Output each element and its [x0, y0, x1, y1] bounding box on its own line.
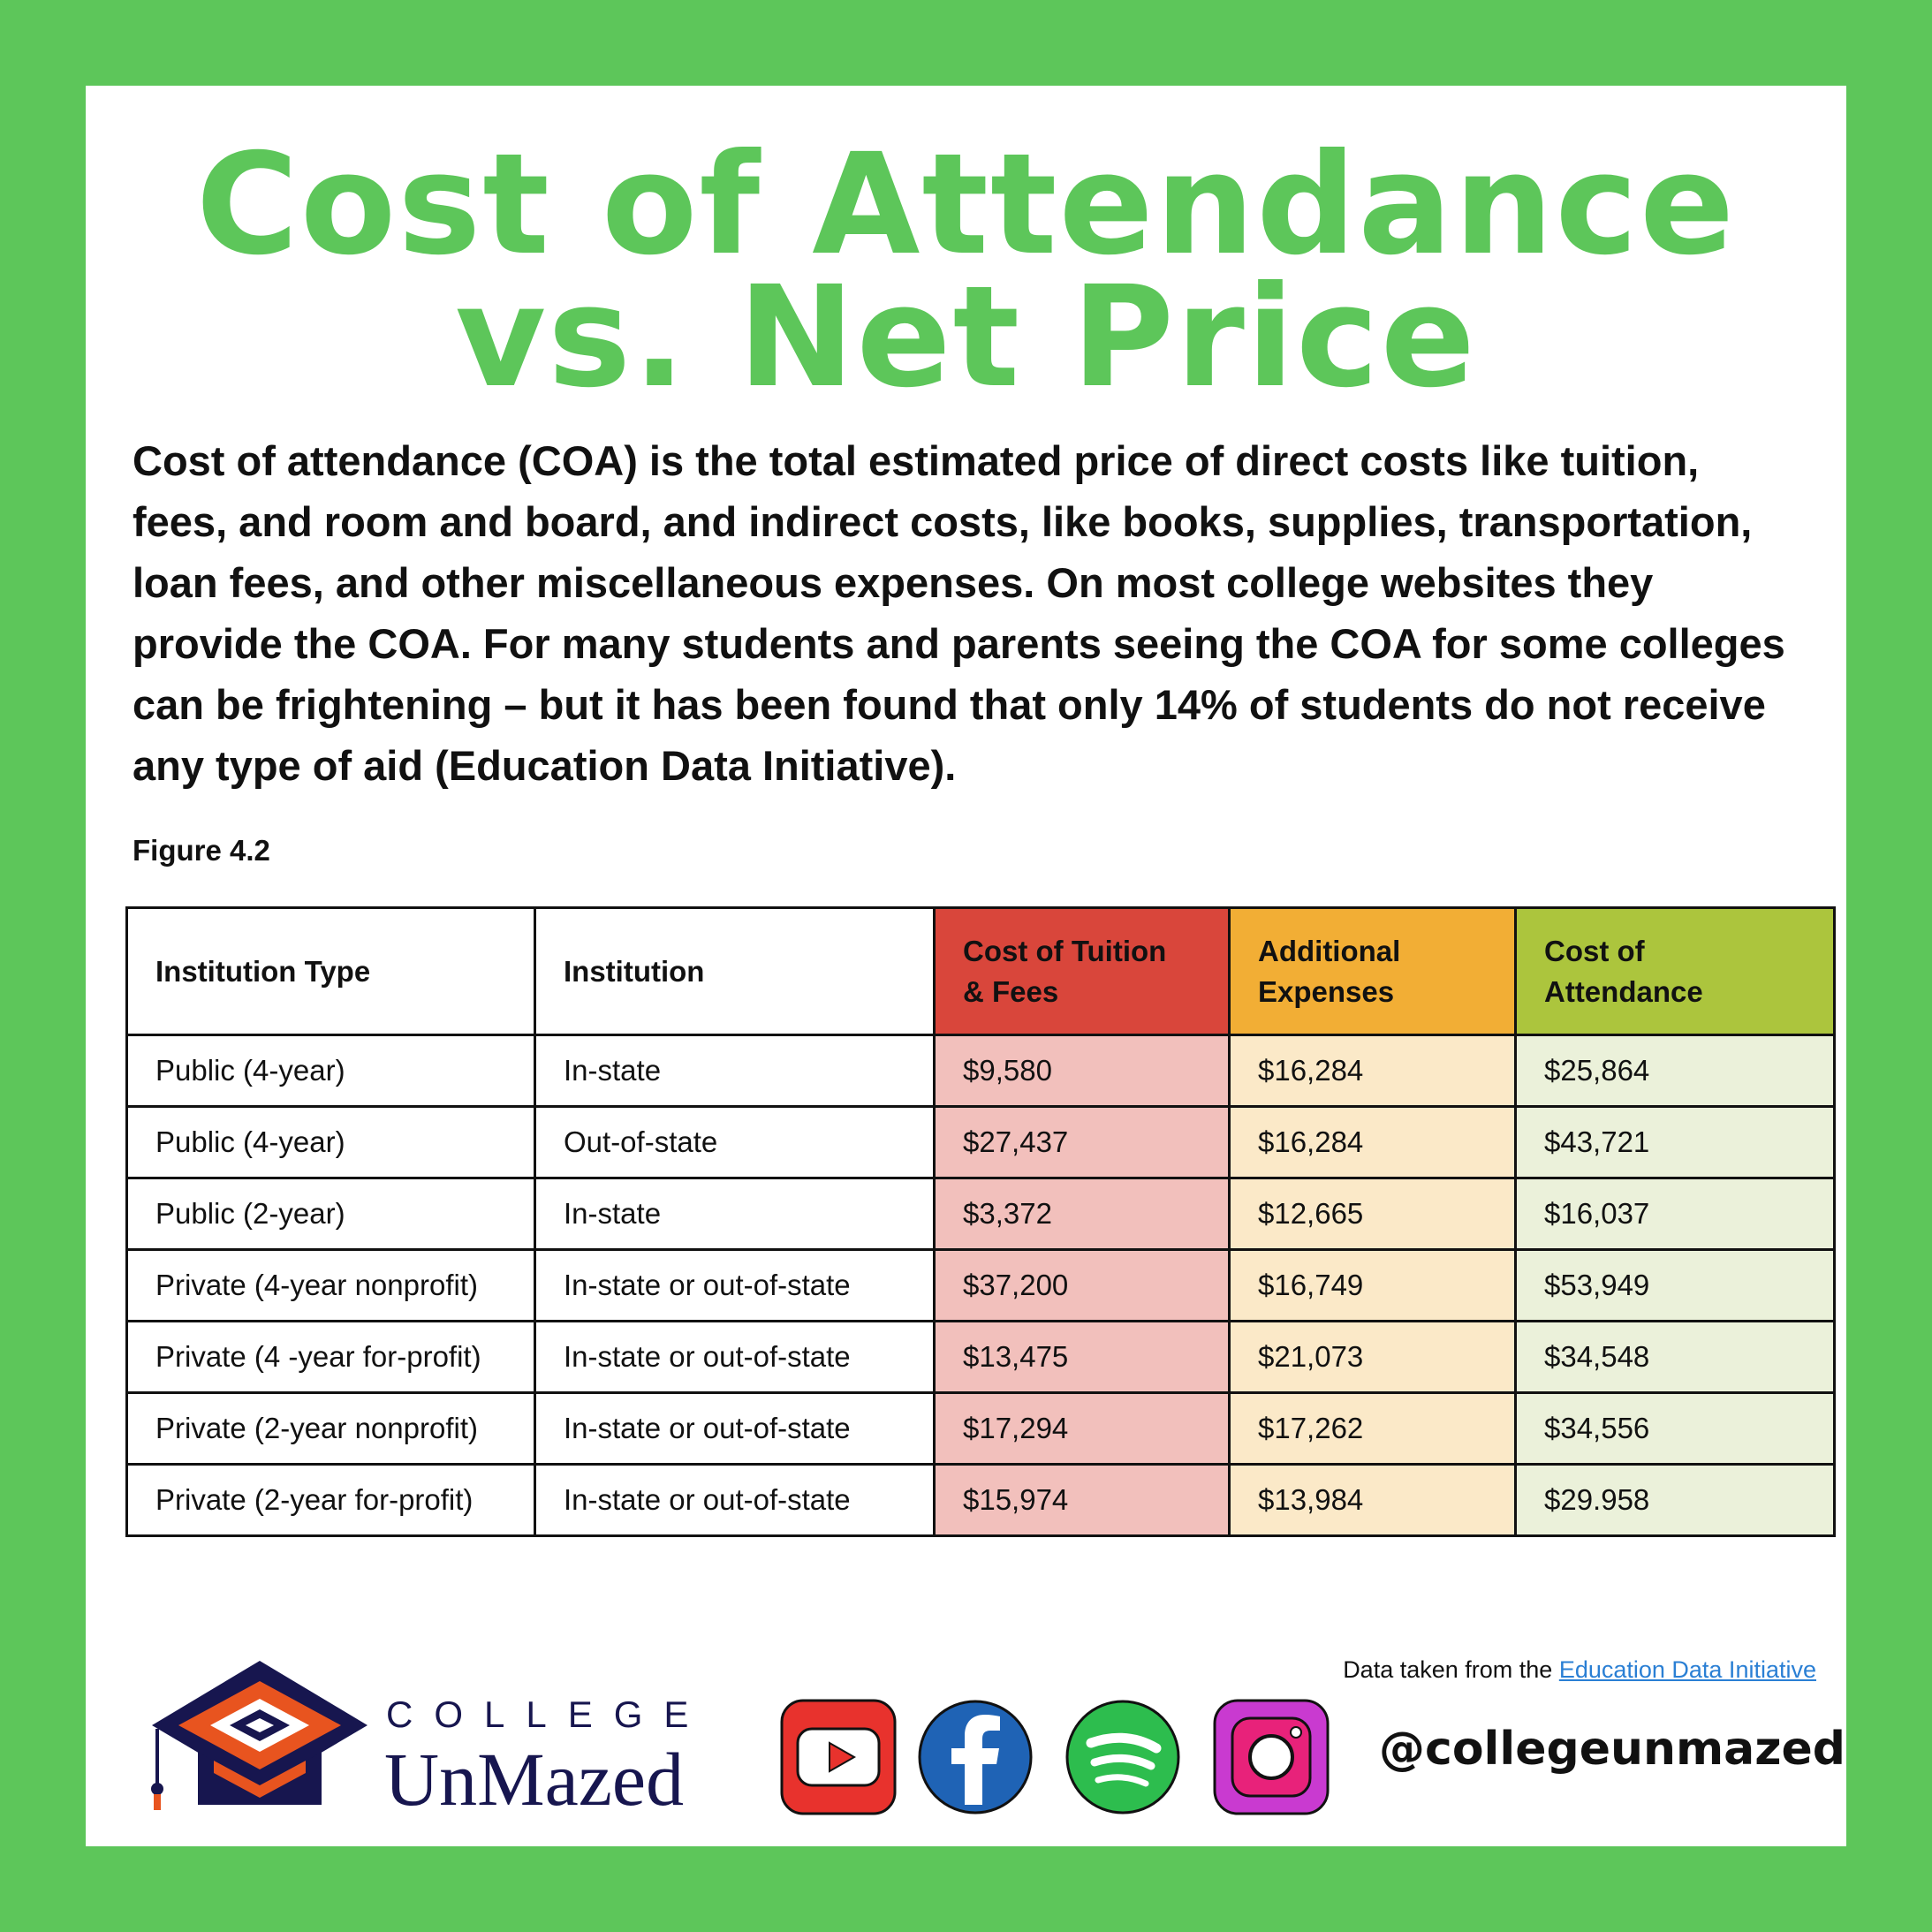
cell-additional: $16,284 [1228, 1105, 1517, 1179]
cell-type: Public (4-year) [125, 1105, 536, 1179]
header-coa: Cost of Attendance [1514, 906, 1836, 1036]
cell-coa: $25,864 [1514, 1034, 1836, 1108]
cell-tuition: $3,372 [933, 1177, 1231, 1251]
cell-tuition: $15,974 [933, 1463, 1231, 1537]
title-line-2: vs. Net Price [455, 256, 1477, 419]
table-row: Public (4-year) In-state $9,580 $16,284 … [125, 1034, 1836, 1108]
cell-institution: In-state or out-of-state [534, 1248, 936, 1322]
cell-type: Public (2-year) [125, 1177, 536, 1251]
cell-institution: In-state or out-of-state [534, 1463, 936, 1537]
table-row: Private (2-year for-profit) In-state or … [125, 1463, 1836, 1537]
cell-coa: $34,548 [1514, 1320, 1836, 1394]
cell-additional: $21,073 [1228, 1320, 1517, 1394]
cell-additional: $17,262 [1228, 1391, 1517, 1466]
cell-coa: $16,037 [1514, 1177, 1836, 1251]
figure-label: Figure 4.2 [133, 834, 270, 867]
intro-paragraph: Cost of attendance (COA) is the total es… [133, 437, 1785, 789]
social-handle: @collegeunmazed [1379, 1723, 1846, 1776]
cell-institution: In-state [534, 1034, 936, 1108]
header-additional: Additional Expenses [1228, 906, 1517, 1036]
cell-coa: $43,721 [1514, 1105, 1836, 1179]
table-row: Private (4-year nonprofit) In-state or o… [125, 1248, 1836, 1322]
instagram-icon[interactable] [1213, 1699, 1330, 1815]
cell-tuition: $9,580 [933, 1034, 1231, 1108]
table-row: Private (2-year nonprofit) In-state or o… [125, 1391, 1836, 1466]
cell-coa: $29.958 [1514, 1463, 1836, 1537]
cell-tuition: $17,294 [933, 1391, 1231, 1466]
cell-tuition: $13,475 [933, 1320, 1231, 1394]
source-note: Data taken from the Education Data Initi… [1343, 1656, 1816, 1684]
table-row: Public (2-year) In-state $3,372 $12,665 … [125, 1177, 1836, 1251]
header-institution-type: Institution Type [125, 906, 536, 1036]
brand-bottom-text: UnMazed [384, 1737, 685, 1822]
cell-additional: $16,749 [1228, 1248, 1517, 1322]
cell-type: Private (4-year nonprofit) [125, 1248, 536, 1322]
cell-additional: $13,984 [1228, 1463, 1517, 1537]
facebook-icon[interactable] [917, 1699, 1034, 1815]
cell-institution: In-state or out-of-state [534, 1320, 936, 1394]
title-line-1: Cost of Attendance [195, 124, 1737, 286]
table-row: Public (4-year) Out-of-state $27,437 $16… [125, 1105, 1836, 1179]
cell-coa: $53,949 [1514, 1248, 1836, 1322]
spotify-icon[interactable] [1064, 1699, 1181, 1815]
table-row: Private (4 -year for-profit) In-state or… [125, 1320, 1836, 1394]
cell-additional: $12,665 [1228, 1177, 1517, 1251]
cell-institution: In-state [534, 1177, 936, 1251]
header-institution: Institution [534, 906, 936, 1036]
cell-type: Private (2-year nonprofit) [125, 1391, 536, 1466]
header-tuition: Cost of Tuition & Fees [933, 906, 1231, 1036]
cell-additional: $16,284 [1228, 1034, 1517, 1108]
infographic-card: Cost of Attendance vs. Net Price Cost of… [86, 86, 1846, 1846]
cell-coa: $34,556 [1514, 1391, 1836, 1466]
cell-type: Private (2-year for-profit) [125, 1463, 536, 1537]
cell-institution: Out-of-state [534, 1105, 936, 1179]
page-title: Cost of Attendance vs. Net Price [86, 124, 1846, 419]
cell-tuition: $37,200 [933, 1248, 1231, 1322]
table-header-row: Institution Type Institution Cost of Tui… [125, 906, 1836, 1036]
source-prefix: Data taken from the [1343, 1656, 1559, 1683]
brand-top-text: COLLEGE [386, 1693, 710, 1735]
cell-tuition: $27,437 [933, 1105, 1231, 1179]
college-unmazed-logo-icon [151, 1661, 367, 1810]
cell-type: Private (4 -year for-profit) [125, 1320, 536, 1394]
cell-type: Public (4-year) [125, 1034, 536, 1108]
source-link[interactable]: Education Data Initiative [1558, 1656, 1816, 1683]
youtube-icon[interactable] [780, 1699, 897, 1815]
cost-table: Institution Type Institution Cost of Tui… [125, 906, 1836, 1537]
cell-institution: In-state or out-of-state [534, 1391, 936, 1466]
